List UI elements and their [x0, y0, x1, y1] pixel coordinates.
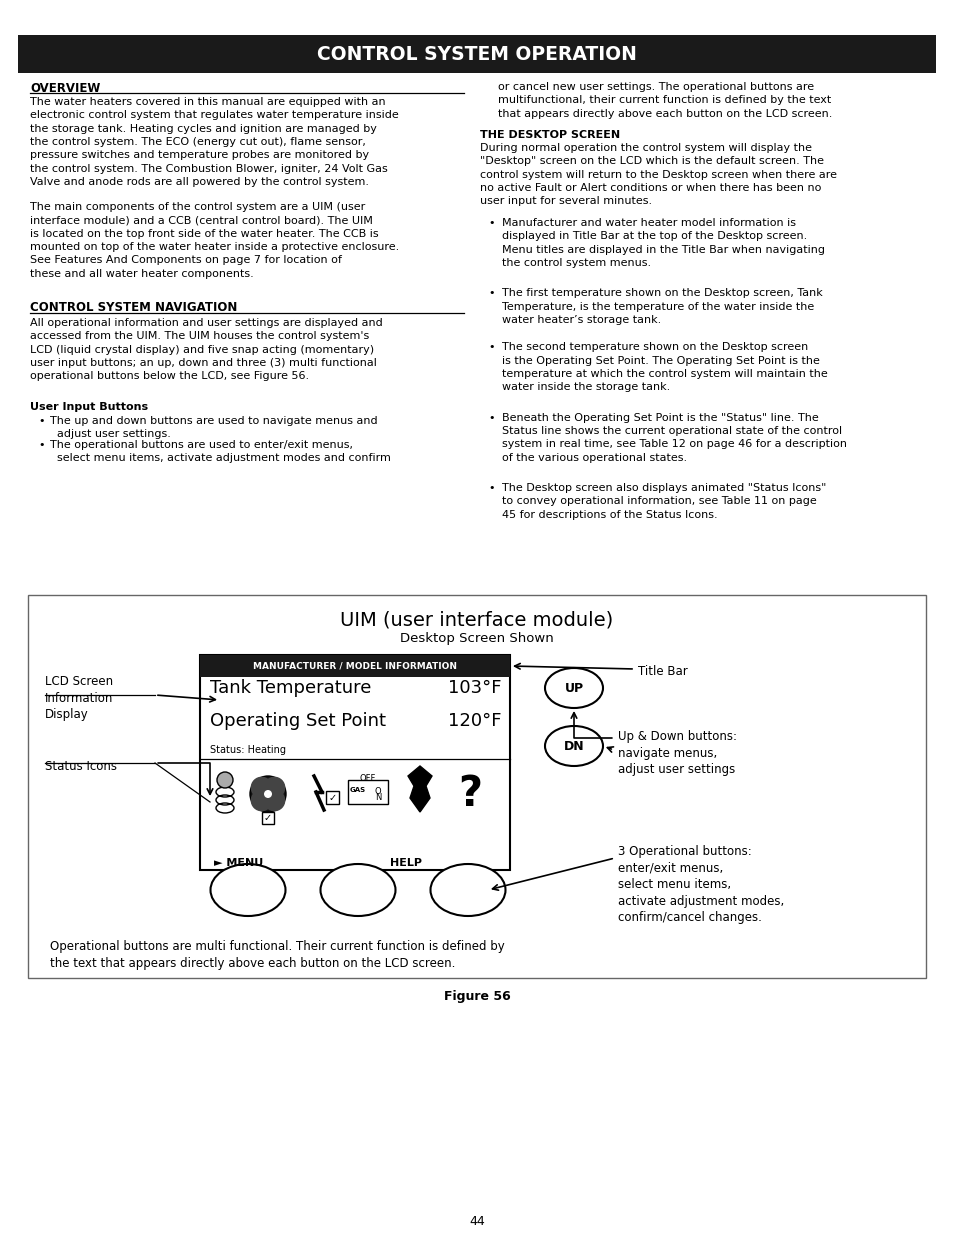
- Text: The first temperature shown on the Desktop screen, Tank
Temperature, is the temp: The first temperature shown on the Deskt…: [501, 288, 821, 325]
- Bar: [262, 811, 274, 824]
- Text: Title Bar: Title Bar: [638, 664, 687, 678]
- Text: Manufacturer and water heater model information is
displayed in Title Bar at the: Manufacturer and water heater model info…: [501, 219, 824, 268]
- Text: •: •: [488, 219, 494, 228]
- Text: •: •: [38, 416, 45, 426]
- Text: All operational information and user settings are displayed and
accessed from th: All operational information and user set…: [30, 317, 382, 382]
- Text: CONTROL SYSTEM NAVIGATION: CONTROL SYSTEM NAVIGATION: [30, 301, 237, 314]
- Text: DN: DN: [563, 740, 583, 752]
- Ellipse shape: [430, 864, 505, 916]
- Text: The up and down buttons are used to navigate menus and
  adjust user settings.: The up and down buttons are used to navi…: [50, 416, 377, 440]
- Text: Status Icons: Status Icons: [45, 760, 117, 773]
- Text: HELP: HELP: [390, 858, 421, 868]
- Text: Operational buttons are multi functional. Their current function is defined by
t: Operational buttons are multi functional…: [50, 940, 504, 969]
- Ellipse shape: [544, 668, 602, 708]
- Text: UP: UP: [564, 682, 583, 694]
- Text: ► MENU: ► MENU: [213, 858, 263, 868]
- Text: ✓: ✓: [328, 793, 336, 803]
- Text: O: O: [375, 787, 381, 795]
- Circle shape: [251, 789, 273, 811]
- Text: 103°F: 103°F: [448, 679, 501, 697]
- Text: The second temperature shown on the Desktop screen
is the Operating Set Point. T: The second temperature shown on the Desk…: [501, 342, 827, 393]
- Polygon shape: [408, 766, 432, 811]
- Text: MANUFACTURER / MODEL INFORMATION: MANUFACTURER / MODEL INFORMATION: [253, 662, 456, 671]
- Text: ✓: ✓: [264, 813, 272, 823]
- Text: OFF: OFF: [359, 774, 375, 783]
- Text: The operational buttons are used to enter/exit menus,
  select menu items, activ: The operational buttons are used to ente…: [50, 440, 391, 463]
- Text: N: N: [375, 794, 381, 803]
- Ellipse shape: [544, 726, 602, 766]
- Ellipse shape: [320, 864, 395, 916]
- Text: •: •: [38, 440, 45, 450]
- Text: The main components of the control system are a UIM (user
interface module) and : The main components of the control syste…: [30, 203, 399, 279]
- Text: The water heaters covered in this manual are equipped with an
electronic control: The water heaters covered in this manual…: [30, 98, 398, 188]
- Circle shape: [251, 777, 273, 799]
- Bar: [200, 655, 510, 677]
- Circle shape: [263, 777, 285, 799]
- Text: 3 Operational buttons:
enter/exit menus,
select menu items,
activate adjustment : 3 Operational buttons: enter/exit menus,…: [618, 845, 783, 924]
- Text: GAS: GAS: [350, 787, 366, 793]
- Text: •: •: [488, 412, 494, 422]
- Bar: [18, 35, 935, 73]
- Bar: [348, 781, 388, 804]
- Circle shape: [216, 772, 233, 788]
- Bar: [28, 595, 925, 978]
- Text: Status: Heating: Status: Heating: [210, 745, 286, 755]
- Text: ?: ?: [457, 773, 481, 815]
- Text: Figure 56: Figure 56: [443, 990, 510, 1003]
- Text: OVERVIEW: OVERVIEW: [30, 82, 100, 95]
- Text: During normal operation the control system will display the
"Desktop" screen on : During normal operation the control syst…: [479, 143, 836, 206]
- Text: THE DESKTOP SCREEN: THE DESKTOP SCREEN: [479, 130, 619, 140]
- Bar: [326, 790, 338, 804]
- Text: Up & Down buttons:
navigate menus,
adjust user settings: Up & Down buttons: navigate menus, adjus…: [618, 730, 737, 776]
- Text: LCD Screen
Information
Display: LCD Screen Information Display: [45, 676, 113, 721]
- Text: Operating Set Point: Operating Set Point: [210, 713, 386, 730]
- Circle shape: [250, 776, 286, 811]
- Ellipse shape: [211, 864, 285, 916]
- Text: The Desktop screen also displays animated "Status Icons"
to convey operational i: The Desktop screen also displays animate…: [501, 483, 825, 520]
- Text: Tank Temperature: Tank Temperature: [210, 679, 371, 697]
- Text: 120°F: 120°F: [448, 713, 501, 730]
- Text: •: •: [488, 483, 494, 493]
- Text: •: •: [488, 288, 494, 299]
- Circle shape: [263, 789, 285, 811]
- Text: 44: 44: [469, 1215, 484, 1228]
- Text: or cancel new user settings. The operational buttons are
multifunctional, their : or cancel new user settings. The operati…: [497, 82, 832, 119]
- Text: •: •: [488, 342, 494, 352]
- Text: User Input Buttons: User Input Buttons: [30, 403, 148, 412]
- Text: CONTROL SYSTEM OPERATION: CONTROL SYSTEM OPERATION: [316, 44, 637, 63]
- Bar: [200, 655, 510, 869]
- Text: UIM (user interface module): UIM (user interface module): [340, 610, 613, 629]
- Text: Beneath the Operating Set Point is the "Status" line. The
Status line shows the : Beneath the Operating Set Point is the "…: [501, 412, 846, 463]
- Text: Desktop Screen Shown: Desktop Screen Shown: [399, 632, 554, 645]
- Circle shape: [264, 790, 272, 798]
